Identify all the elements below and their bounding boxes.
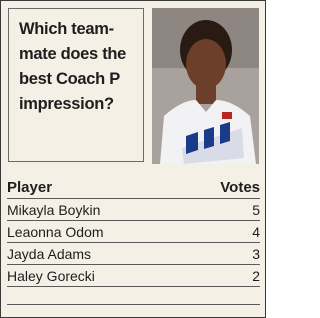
table-row-empty <box>7 287 260 305</box>
table-row: Leaonna Odom 4 <box>7 221 260 243</box>
question-line: Which team- <box>19 17 143 42</box>
player-photo <box>152 8 259 164</box>
table-row: Mikayla Boykin 5 <box>7 199 260 221</box>
vote-count: 3 <box>252 243 260 264</box>
question-line: best Coach P <box>19 67 143 92</box>
player-name: Leaonna Odom <box>7 221 104 242</box>
player-name: Mikayla Boykin <box>7 199 100 220</box>
player-name: Jayda Adams <box>7 243 91 264</box>
vote-count: 5 <box>252 199 260 220</box>
column-header: Player <box>7 177 52 198</box>
table-row: Haley Gorecki 2 <box>7 265 260 287</box>
vote-count: 4 <box>252 221 260 242</box>
table-row: Jayda Adams 3 <box>7 243 260 265</box>
question-line: mate does the <box>19 42 143 67</box>
vote-count: 2 <box>252 265 260 286</box>
column-header: Votes <box>220 177 260 198</box>
question-line: impression? <box>19 92 143 117</box>
player-name: Haley Gorecki <box>7 265 95 286</box>
table-header: Player Votes <box>7 177 260 199</box>
